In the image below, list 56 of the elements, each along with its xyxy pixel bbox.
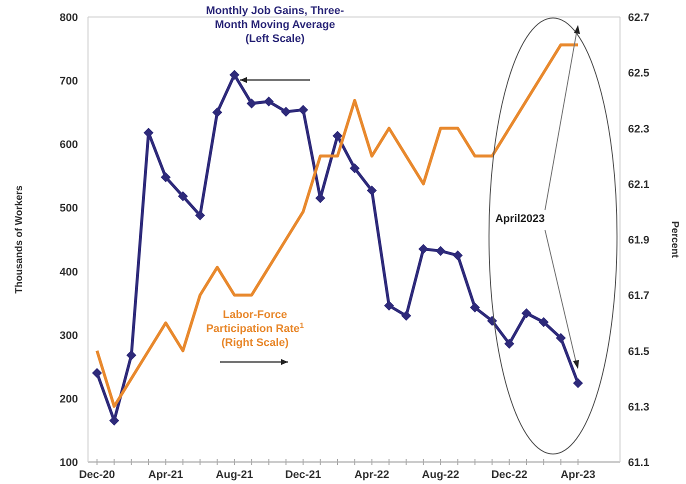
y-tick-label: 400 [60,266,78,278]
point [280,106,291,117]
point [401,310,412,321]
y-tick-label: 200 [60,393,78,406]
x-tick-label: Apr-23 [560,469,596,481]
y2-tick-label: 61.3 [628,401,650,414]
x-tick-label: Dec-21 [285,469,322,481]
y2-axis-title: Percent [669,221,680,259]
y-tick-label: 600 [60,139,78,152]
x-tick-label: Aug-22 [422,469,460,481]
x-tick-label: Apr-21 [148,469,184,481]
y-tick-label: 700 [60,76,78,88]
point [573,378,583,388]
point [126,350,136,360]
y2-tick-label: 61.5 [628,346,650,358]
y2-tick-label: 62.3 [628,123,650,136]
y-tick-label: 300 [60,330,78,342]
x-tick-label: Dec-20 [78,469,116,481]
point [504,338,514,349]
point [178,191,188,202]
point [212,107,222,118]
point [92,368,102,378]
x-tick-label: Dec-22 [491,469,528,481]
annotation: April2023 [495,213,545,225]
point [418,244,428,254]
point [384,300,394,311]
y-tick-label: 500 [60,202,78,215]
y2-tick-label: 61.9 [628,234,650,246]
point [332,130,342,141]
point [538,317,549,328]
y2-tick-label: 62.1 [628,178,650,191]
point [298,104,308,115]
point [452,250,463,260]
point [521,308,532,318]
x-tick-label: Aug-21 [216,469,254,481]
y2-tick-label: 62.5 [628,68,650,80]
text: Labor-Force Participation Rate$^{1}$ (Right Scale) [206,309,304,349]
point [264,96,274,107]
point [350,163,360,174]
point [366,186,377,196]
point [229,70,240,80]
y2-tick-label: 61.1 [628,457,650,469]
point [556,333,566,344]
y2-tick-label: 61.7 [628,290,650,302]
y-tick-label: 800 [60,12,78,24]
text: Monthly Job Gains, Three-Month Moving Average (Left Scale) [206,5,344,45]
y-tick-label: 100 [60,457,78,469]
point [436,246,446,256]
y2-tick-label: 62.7 [628,12,650,24]
point [195,210,206,220]
y-axis-title: Thousands of Workers [14,184,25,294]
point [246,98,257,108]
x-tick-label: Apr-22 [354,469,390,481]
point [144,128,154,138]
point [160,172,171,182]
point [470,302,480,313]
